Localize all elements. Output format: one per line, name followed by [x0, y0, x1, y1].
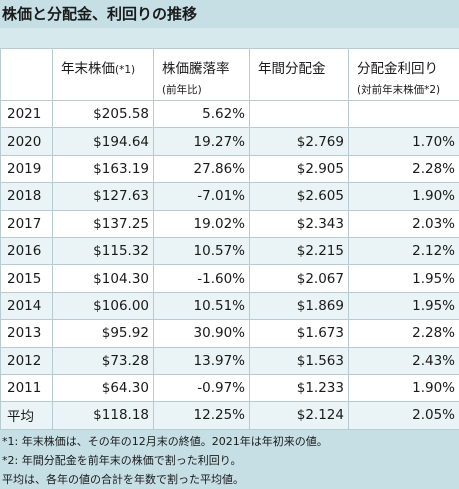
cell-price: $95.92: [52, 319, 154, 348]
cell-year: 2014: [0, 291, 53, 321]
table-header-row: 年末株価(*1) 株価騰落率 (前年比) 年間分配金 分配金利回り (対前年末株…: [0, 48, 459, 101]
cell-price: $73.28: [52, 346, 154, 375]
header-yield-label: 分配金利回り: [357, 61, 438, 77]
header-price: 年末株価(*1): [52, 48, 154, 101]
cell-change: 19.02%: [153, 209, 250, 238]
header-yield-sub: (対前年末株価*2): [357, 84, 441, 96]
header-change: 株価騰落率 (前年比): [153, 48, 250, 101]
header-year: [0, 48, 53, 101]
cell-yield: 2.12%: [348, 236, 459, 266]
table-row: 2021 $205.58 5.62%: [0, 99, 459, 129]
cell-change: 19.27%: [153, 127, 250, 156]
cell-price: $104.30: [52, 264, 154, 293]
cell-dividend: $2.067: [249, 264, 349, 293]
cell-price: $106.00: [52, 291, 154, 321]
cell-yield: [348, 99, 459, 129]
cell-dividend: $1.563: [249, 346, 349, 375]
cell-price: $137.25: [52, 209, 154, 238]
cell-dividend: $2.905: [249, 154, 349, 184]
dividend-table: 年末株価(*1) 株価騰落率 (前年比) 年間分配金 分配金利回り (対前年末株…: [0, 48, 459, 430]
cell-dividend: $2.769: [249, 127, 349, 156]
cell-change: -0.97%: [153, 373, 250, 403]
cell-yield: 1.90%: [348, 373, 459, 403]
cell-year: 2016: [0, 236, 53, 266]
header-dividend: 年間分配金: [249, 48, 349, 101]
cell-year: 2021: [0, 99, 53, 129]
cell-year: 2020: [0, 127, 53, 156]
header-change-label: 株価騰落率: [162, 61, 230, 77]
cell-yield: 1.90%: [348, 182, 459, 211]
cell-change: 30.90%: [153, 319, 250, 348]
cell-yield: 2.28%: [348, 154, 459, 184]
page-title: 株価と分配金、利回りの推移: [0, 0, 459, 28]
average-price: $118.18: [52, 401, 154, 430]
cell-year: 2013: [0, 319, 53, 348]
cell-year: 2017: [0, 209, 53, 238]
cell-price: $64.30: [52, 373, 154, 403]
footnotes: *1: 年末株価は、その年の12月末の終値。2021年は年初来の値。 *2: 年…: [0, 429, 459, 489]
cell-year: 2011: [0, 373, 53, 403]
cell-change: 27.86%: [153, 154, 250, 184]
cell-year: 2018: [0, 182, 53, 211]
cell-dividend: $2.605: [249, 182, 349, 211]
header-change-sub: (前年比): [162, 84, 202, 96]
cell-change: 13.97%: [153, 346, 250, 375]
table-row: 2015 $104.30 -1.60% $2.067 1.95%: [0, 264, 459, 293]
average-change: 12.25%: [153, 401, 250, 430]
cell-yield: 2.43%: [348, 346, 459, 375]
title-spacer: [0, 28, 459, 48]
cell-dividend: $1.233: [249, 373, 349, 403]
cell-year: 2012: [0, 346, 53, 375]
cell-yield: 2.03%: [348, 209, 459, 238]
cell-change: 10.51%: [153, 291, 250, 321]
cell-year: 2015: [0, 264, 53, 293]
cell-change: 5.62%: [153, 99, 250, 129]
table-row: 2014 $106.00 10.51% $1.869 1.95%: [0, 291, 459, 321]
cell-dividend: $1.869: [249, 291, 349, 321]
cell-yield: 2.28%: [348, 319, 459, 348]
cell-yield: 1.95%: [348, 264, 459, 293]
header-price-note: (*1): [115, 64, 136, 76]
table-row: 2018 $127.63 -7.01% $2.605 1.90%: [0, 182, 459, 211]
footnote-1: *1: 年末株価は、その年の12月末の終値。2021年は年初来の値。: [2, 434, 328, 448]
cell-change: 10.57%: [153, 236, 250, 266]
table-row: 2011 $64.30 -0.97% $1.233 1.90%: [0, 373, 459, 403]
cell-year: 2019: [0, 154, 53, 184]
cell-change: -1.60%: [153, 264, 250, 293]
average-yield: 2.05%: [348, 401, 459, 430]
cell-yield: 1.95%: [348, 291, 459, 321]
table-row: 2020 $194.64 19.27% $2.769 1.70%: [0, 127, 459, 156]
footnote-3: 平均は、各年の値の合計を年数で割った平均値。: [2, 472, 244, 486]
header-yield: 分配金利回り (対前年末株価*2): [348, 48, 459, 101]
table-row: 2013 $95.92 30.90% $1.673 2.28%: [0, 319, 459, 348]
cell-price: $115.32: [52, 236, 154, 266]
footnote-2: *2: 年間分配金を前年末の株価で割った利回り。: [2, 453, 242, 467]
cell-price: $163.19: [52, 154, 154, 184]
cell-change: -7.01%: [153, 182, 250, 211]
header-price-label: 年末株価: [61, 61, 115, 77]
cell-price: $194.64: [52, 127, 154, 156]
table-row: 2017 $137.25 19.02% $2.343 2.03%: [0, 209, 459, 238]
average-label: 平均: [0, 401, 53, 430]
cell-dividend: [249, 99, 349, 129]
table-body: 2021 $205.58 5.62% 2020 $194.64 19.27% $2.769 1…: [0, 99, 459, 430]
table-row: 2019 $163.19 27.86% $2.905 2.28%: [0, 154, 459, 184]
cell-dividend: $2.215: [249, 236, 349, 266]
cell-price: $205.58: [52, 99, 154, 129]
table-row: 2016 $115.32 10.57% $2.215 2.12%: [0, 236, 459, 266]
table-row: 2012 $73.28 13.97% $1.563 2.43%: [0, 346, 459, 375]
cell-dividend: $1.673: [249, 319, 349, 348]
cell-yield: 1.70%: [348, 127, 459, 156]
average-row: 平均 $118.18 12.25% $2.124 2.05%: [0, 401, 459, 430]
cell-dividend: $2.343: [249, 209, 349, 238]
cell-price: $127.63: [52, 182, 154, 211]
header-dividend-label: 年間分配金: [258, 61, 326, 77]
average-dividend: $2.124: [249, 401, 349, 430]
